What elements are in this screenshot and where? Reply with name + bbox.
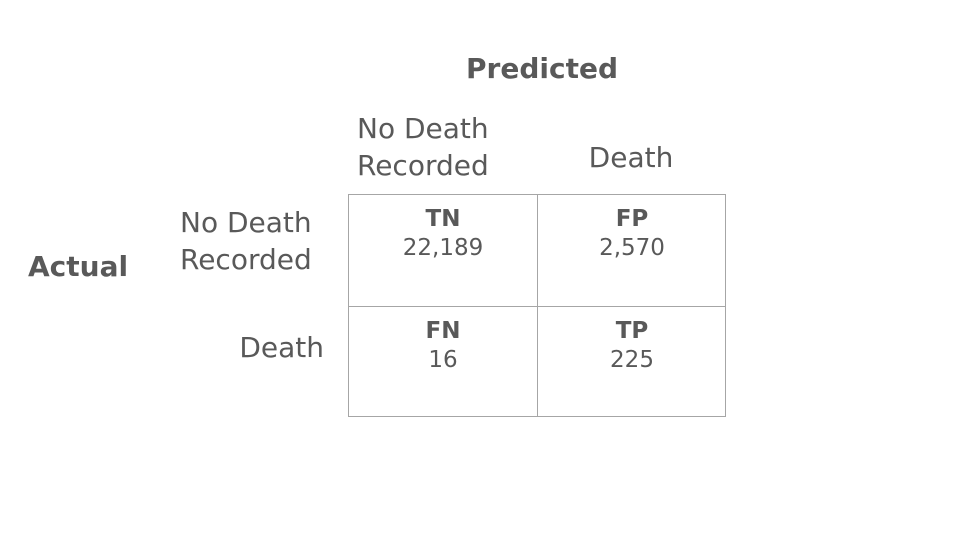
row-header-line: Recorded: [180, 241, 340, 278]
cell-code: TP: [538, 317, 726, 345]
cell-count: 2,570: [538, 233, 726, 263]
cell-code: TN: [349, 205, 537, 233]
cell-true-negative: TN 22,189: [349, 195, 537, 306]
column-header-line: No Death: [357, 110, 527, 147]
predicted-axis-title: Predicted: [466, 52, 618, 85]
cell-false-negative: FN 16: [349, 306, 537, 417]
cell-false-positive: FP 2,570: [537, 195, 726, 306]
row-header-no-death-recorded: No Death Recorded: [180, 204, 340, 278]
row-header-death: Death: [239, 329, 324, 366]
row-header-line: No Death: [180, 204, 340, 241]
confusion-matrix: TN 22,189 FP 2,570 FN 16 TP 225: [348, 194, 726, 417]
cell-count: 225: [538, 345, 726, 375]
cell-code: FN: [349, 317, 537, 345]
column-header-line: Recorded: [357, 147, 527, 184]
cell-true-positive: TP 225: [537, 306, 726, 417]
actual-axis-title: Actual: [28, 250, 128, 283]
column-header-death: Death: [589, 139, 674, 176]
column-header-no-death-recorded: No Death Recorded: [357, 110, 527, 184]
cell-count: 22,189: [349, 233, 537, 263]
cell-count: 16: [349, 345, 537, 375]
cell-code: FP: [538, 205, 726, 233]
